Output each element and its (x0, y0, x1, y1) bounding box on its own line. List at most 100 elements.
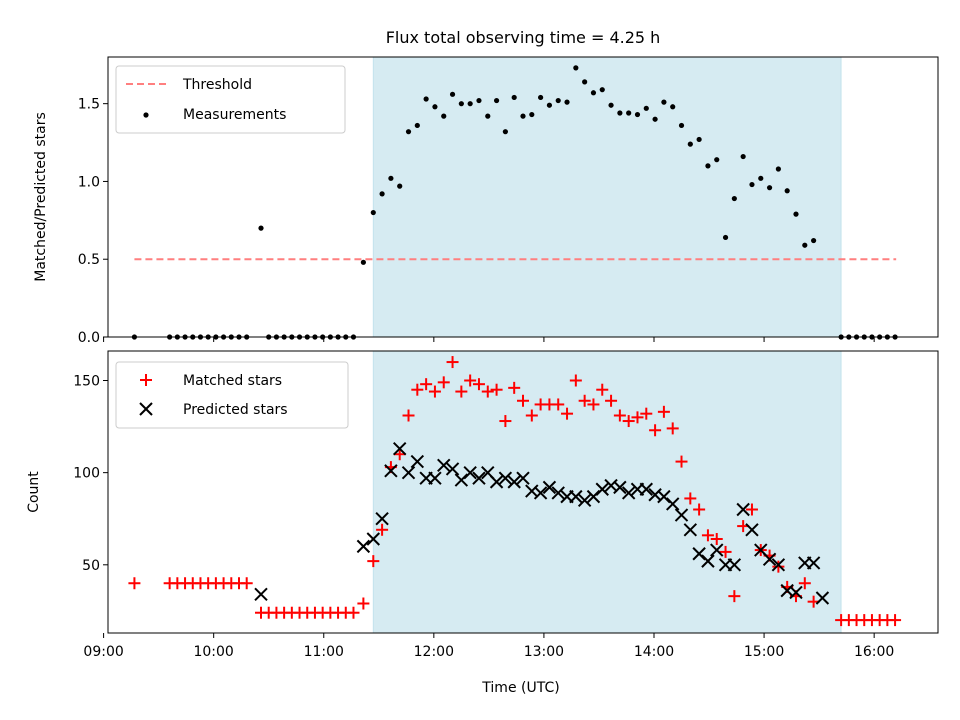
predicted-star-point (789, 585, 803, 600)
measurement-point (643, 105, 649, 111)
predicted-star-point (445, 462, 460, 476)
y-tick-label: 1.0 (78, 174, 100, 190)
measurement-point (520, 113, 526, 119)
predicted-star-point (551, 486, 565, 500)
measurement-point (599, 87, 605, 93)
measurement-point (423, 96, 429, 102)
matched-star-point (587, 398, 600, 411)
predicted-star-point (254, 587, 268, 602)
matched-star-point (367, 555, 380, 568)
matched-star-point (455, 385, 468, 398)
measurement-point (432, 104, 438, 110)
measurement-point (414, 122, 420, 129)
matched-star-point (472, 378, 485, 391)
predicted-star-point (507, 475, 521, 489)
matched-star-point (464, 374, 477, 387)
measurement-point (258, 225, 264, 231)
predicted-star-point (454, 473, 469, 487)
predicted-star-point (595, 482, 609, 496)
predicted-star-point (736, 502, 750, 517)
predicted-star-point (472, 471, 486, 485)
top-x-ticks (103, 337, 875, 342)
matched-star-point (437, 376, 450, 389)
matched-star-point (772, 560, 785, 573)
predicted-star-point (401, 465, 416, 480)
matched-star-point (622, 415, 635, 428)
y-tick-label: 150 (73, 373, 100, 389)
top-legend: Threshold Measurements (115, 65, 346, 134)
bottom-x-ticks: 09:00 10:00 11:00 12:00 13:00 14:00 15:00 16:00 (83, 633, 894, 660)
measurement-point (441, 113, 447, 119)
top-axes-frame (107, 56, 939, 338)
top-legend-box (115, 65, 346, 134)
measurement-point (360, 259, 366, 265)
top-panel: 0.0 0.5 1.0 1.5 Matched/Predicted stars Thr… (33, 56, 939, 346)
predicted-star-point (356, 539, 371, 554)
x-tick-label: 12:00 (414, 644, 454, 660)
measurement-point (670, 104, 676, 110)
predicted-star-point (463, 465, 477, 480)
predicted-star-point (762, 552, 777, 566)
measurement-point (784, 188, 790, 194)
measurement-point (766, 185, 773, 191)
legend-threshold-label: Threshold (182, 77, 252, 93)
measurement-point (749, 181, 755, 188)
measurement-point (793, 211, 799, 217)
matched-star-point (393, 448, 406, 461)
matched-star-point (128, 577, 141, 590)
matched-star-point (578, 394, 591, 407)
predicted-star-point (393, 441, 407, 456)
matched-star-point (701, 529, 714, 542)
matched-star-point (517, 394, 529, 407)
matched-star-point (666, 422, 679, 435)
measurement-point (661, 99, 667, 105)
predicted-star-point (498, 471, 513, 485)
matched-star-point (889, 614, 902, 627)
x-tick-label: 10:00 (193, 644, 233, 660)
bottom-legend: Matched stars Predicted stars (115, 361, 349, 429)
measurement-point (379, 191, 385, 197)
matched-star-point (347, 606, 360, 619)
predicted-star-point (621, 486, 636, 500)
predicted-star-point (586, 489, 601, 504)
matched-star-point (525, 409, 538, 422)
y-tick-label: 1.5 (78, 97, 100, 113)
matched-star-point (605, 394, 618, 407)
predicted-star-point (745, 523, 759, 537)
predicted-star-point (410, 454, 425, 469)
y-tick-label: 0.5 (78, 252, 100, 268)
measurement-point (555, 97, 561, 104)
legend-matched-label: Matched stars (183, 373, 282, 389)
bottom-axes-frame (107, 350, 939, 634)
matched-star-point (693, 503, 706, 516)
legend-matched-swatch (140, 374, 152, 386)
bottom-y-ticks: 50 100 150 (73, 373, 108, 574)
matched-star-point (420, 378, 433, 391)
predicted-star-point (533, 486, 548, 500)
predicted-star-point (569, 489, 583, 504)
bottom-legend-box (115, 361, 349, 429)
matched-star-point (675, 455, 688, 468)
measurement-point (449, 91, 456, 97)
predicted-star-point (489, 475, 504, 489)
x-tick-label: 13:00 (524, 644, 564, 660)
x-tick-label: 09:00 (83, 644, 123, 660)
measurement-point (590, 90, 597, 96)
matched-star-point (428, 385, 441, 398)
matched-star-point (728, 590, 741, 603)
matched-star-point (402, 409, 415, 422)
bottom-observing-span (372, 350, 842, 634)
measurement-point (467, 101, 473, 107)
predicted-star-point (428, 471, 442, 485)
measurement-point (573, 65, 579, 71)
chart-title: Flux total observing time = 4.25 h (386, 28, 661, 47)
predicted-star-point (674, 508, 689, 522)
matched-star-points (128, 356, 902, 627)
measurement-point (608, 102, 614, 108)
predicted-star-point (613, 480, 627, 495)
matched-star-point (569, 374, 582, 387)
predicted-star-point (366, 532, 380, 546)
matched-star-point (684, 492, 697, 505)
predicted-star-points (254, 441, 830, 605)
